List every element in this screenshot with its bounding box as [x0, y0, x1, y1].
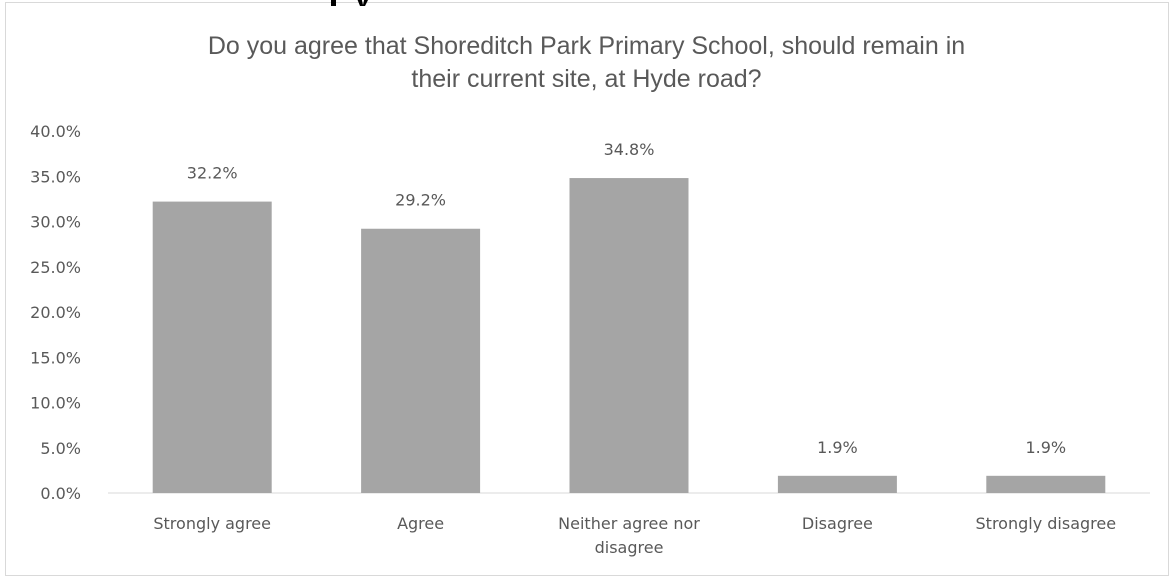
y-tick-label: 10.0% — [30, 394, 81, 413]
y-tick-label: 5.0% — [40, 439, 81, 458]
bar — [361, 228, 481, 494]
chart-title: Do you agree that Shoreditch Park Primar… — [0, 30, 1173, 96]
chart-title-line-1: Do you agree that Shoreditch Park Primar… — [207, 32, 966, 60]
category-label: Disagree — [802, 514, 873, 533]
y-tick-label: 20.0% — [30, 303, 81, 322]
y-tick-label: 40.0% — [30, 122, 81, 141]
y-tick-label: 30.0% — [30, 213, 81, 232]
y-tick-label: 25.0% — [30, 258, 81, 277]
bar — [152, 201, 272, 493]
bar — [986, 475, 1106, 493]
category-label: Strongly agree — [153, 514, 271, 533]
category-label: disagree — [595, 538, 664, 557]
y-tick-label: 35.0% — [30, 167, 81, 186]
cropped-heading-fragment — [331, 0, 368, 6]
chart-title-line-2: their current site, at Hyde road? — [411, 65, 762, 93]
data-label: 34.8% — [604, 140, 655, 159]
data-label: 1.9% — [817, 438, 858, 457]
data-label: 32.2% — [187, 164, 238, 183]
y-tick-label: 15.0% — [30, 348, 81, 367]
category-label: Strongly disagree — [976, 514, 1117, 533]
category-label: Agree — [397, 514, 444, 533]
y-tick-label: 0.0% — [40, 484, 81, 503]
category-label: Neither agree nor — [558, 514, 700, 533]
data-label: 29.2% — [395, 191, 446, 210]
bar — [777, 475, 897, 493]
data-label: 1.9% — [1025, 438, 1066, 457]
bar — [569, 178, 689, 493]
